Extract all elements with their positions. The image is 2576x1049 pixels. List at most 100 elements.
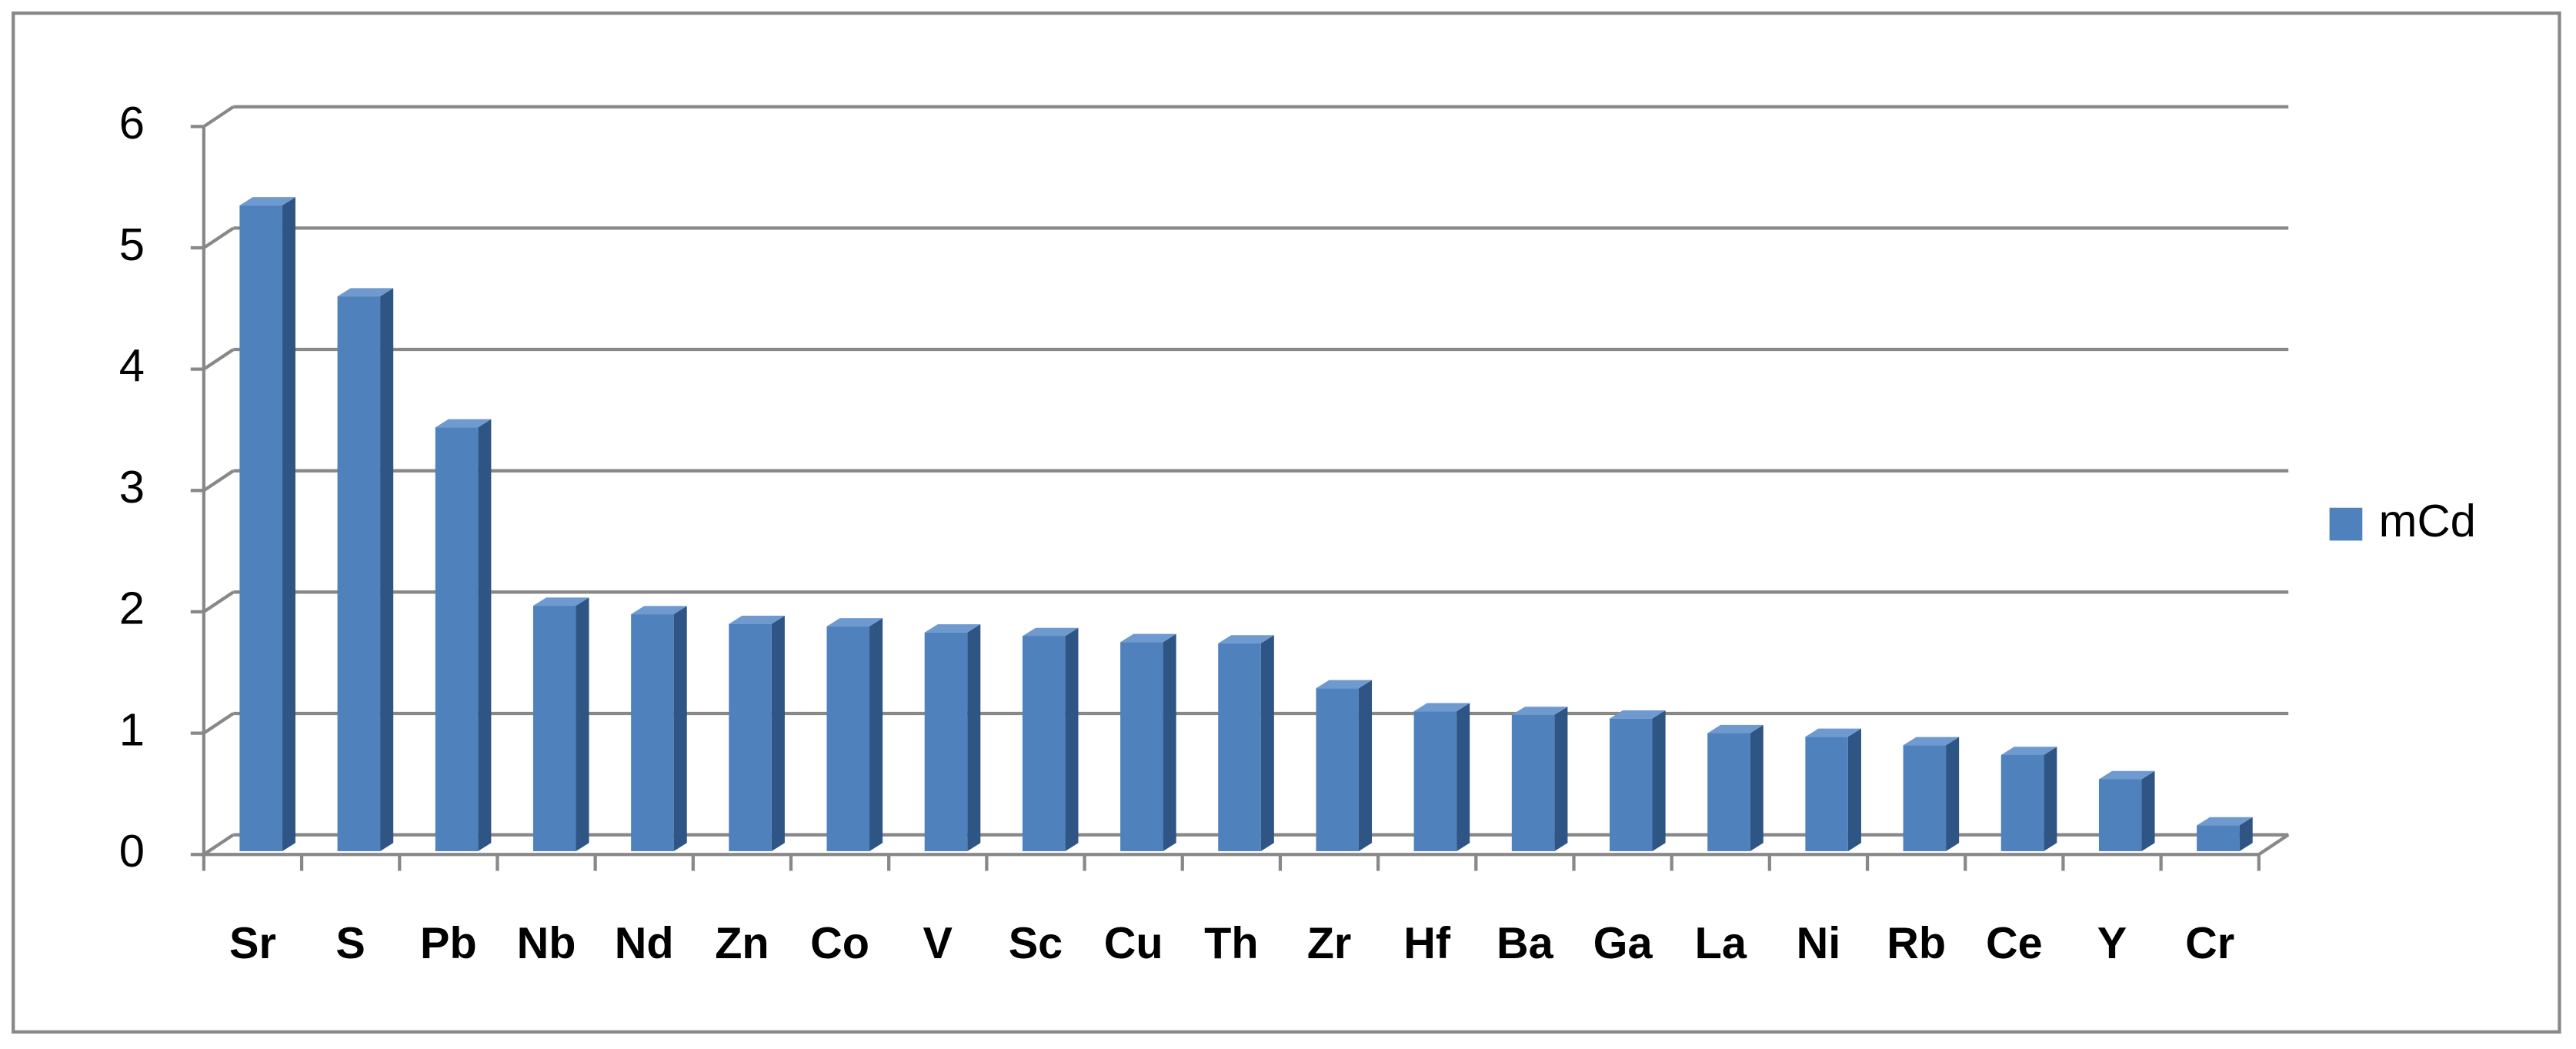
bar-front [532, 606, 576, 851]
bar-top [1805, 728, 1861, 737]
bar-side [1163, 633, 1176, 851]
chart-border [12, 11, 2561, 1034]
bar-front [1805, 737, 1848, 851]
bar [435, 419, 492, 851]
grid-line-side [202, 105, 235, 129]
x-tick-label: Zr [1307, 919, 1352, 968]
x-tick-label: Sc [1009, 919, 1063, 968]
x-tick-label: Ba [1497, 919, 1554, 968]
bar-top [435, 419, 492, 428]
bar-top [1511, 707, 1568, 715]
bar [924, 624, 981, 851]
y-tick-label: 2 [119, 583, 145, 634]
x-tick-label: Cu [1104, 919, 1163, 968]
bar-side [2239, 817, 2253, 851]
y-tick-label: 0 [119, 825, 145, 877]
bar-side [576, 597, 589, 851]
bar-top [2000, 747, 2057, 755]
bar [1413, 703, 1470, 851]
bar-front [2197, 825, 2240, 851]
bar-top [1316, 680, 1373, 689]
bar-front [2098, 779, 2142, 851]
x-tick-label: Ni [1797, 919, 1841, 968]
x-tick-label: Y [2097, 919, 2127, 968]
bar-side [2141, 770, 2155, 851]
x-tick-label: Hf [1403, 919, 1451, 968]
bar [1218, 635, 1274, 851]
bar-side [1652, 710, 1666, 851]
bar [1707, 724, 1763, 851]
x-tick-label: V [923, 919, 953, 968]
grid-line-side [202, 348, 235, 371]
x-tick-label: Sr [229, 919, 276, 968]
bar-front [435, 427, 479, 851]
bar [337, 288, 394, 851]
bar [1805, 728, 1861, 851]
bar-front [1218, 643, 1261, 851]
bar-front [337, 296, 381, 851]
grid-line-side [202, 833, 235, 856]
y-tick-label: 3 [119, 461, 145, 513]
bar-top [239, 197, 295, 205]
bar-front [1903, 745, 1947, 851]
bar-side [967, 624, 981, 851]
legend-swatch [2329, 507, 2363, 541]
x-tick-label: Cr [2185, 919, 2234, 968]
bar-front [1610, 718, 1653, 851]
bar-side [2044, 747, 2057, 851]
bar [1511, 707, 1568, 851]
bar-front [924, 632, 968, 851]
bar [1903, 737, 1960, 851]
bar-front [729, 623, 772, 851]
grid-line-side [202, 712, 235, 735]
x-tick-label: Pb [420, 919, 477, 968]
bar-front [826, 626, 870, 851]
bar-side [1946, 737, 1960, 851]
bar-top [1413, 703, 1470, 712]
bar-side [1065, 627, 1079, 851]
bar-top [826, 618, 883, 626]
bar-top [1610, 710, 1666, 719]
bar-top [2098, 770, 2155, 780]
bar-front [239, 205, 282, 851]
bar-side [673, 606, 687, 851]
bar-top [1903, 737, 1960, 746]
bar-side [869, 618, 883, 851]
bar-top [1120, 633, 1176, 643]
bar-front [1316, 688, 1359, 851]
bar-side [1847, 728, 1861, 851]
bar [2000, 747, 2057, 851]
x-tick-label: La [1695, 919, 1747, 968]
bar [239, 197, 295, 851]
bar-top [532, 597, 589, 606]
x-tick-label: Co [810, 919, 869, 968]
x-tick-label: Th [1204, 919, 1258, 968]
bar [1316, 680, 1373, 851]
bar-side [1554, 707, 1568, 851]
bar-side [478, 419, 492, 851]
bar-front [631, 614, 674, 851]
x-tick-label: Nd [615, 919, 674, 968]
bar-front [1120, 642, 1163, 851]
bar-side [1750, 724, 1763, 851]
x-tick-label: Ce [1986, 919, 2043, 968]
grid-line-side [202, 226, 235, 249]
bar-side [1457, 703, 1470, 851]
floor-right [2257, 833, 2290, 856]
bar-side [1358, 680, 1373, 851]
bar [631, 606, 687, 851]
x-tick-label: Ga [1593, 919, 1653, 968]
grid-line-side [202, 590, 235, 613]
bar-top [631, 606, 687, 615]
bar [1120, 633, 1176, 851]
bar-front [2000, 754, 2044, 851]
bar-side [282, 197, 295, 851]
bar [2197, 817, 2253, 851]
y-tick-label: 4 [119, 339, 145, 391]
bar-top [1218, 635, 1274, 643]
x-tick-label: Rb [1887, 919, 1946, 968]
bar-front [1413, 711, 1457, 851]
y-tick-label: 5 [119, 219, 145, 270]
y-tick-label: 6 [119, 97, 145, 149]
x-tick-label: Zn [715, 919, 769, 968]
